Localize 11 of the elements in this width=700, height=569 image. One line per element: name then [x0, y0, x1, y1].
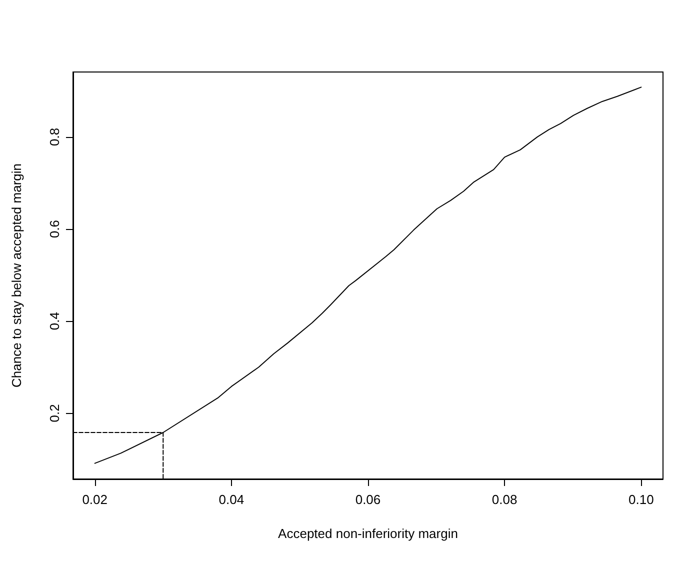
y-tick-label: 0.4: [47, 312, 62, 330]
y-tick-label: 0.6: [47, 220, 62, 238]
y-tick-label: 0.2: [47, 404, 62, 422]
y-axis-title: Chance to stay below accepted margin: [9, 163, 24, 388]
x-axis-title: Accepted non-inferiority margin: [278, 526, 458, 541]
x-tick-label: 0.02: [82, 492, 108, 507]
x-tick-label: 0.10: [628, 492, 654, 507]
x-tick-label: 0.04: [218, 492, 244, 507]
x-tick-label: 0.06: [355, 492, 381, 507]
x-tick-label: 0.08: [492, 492, 518, 507]
y-tick-label: 0.8: [47, 128, 62, 146]
